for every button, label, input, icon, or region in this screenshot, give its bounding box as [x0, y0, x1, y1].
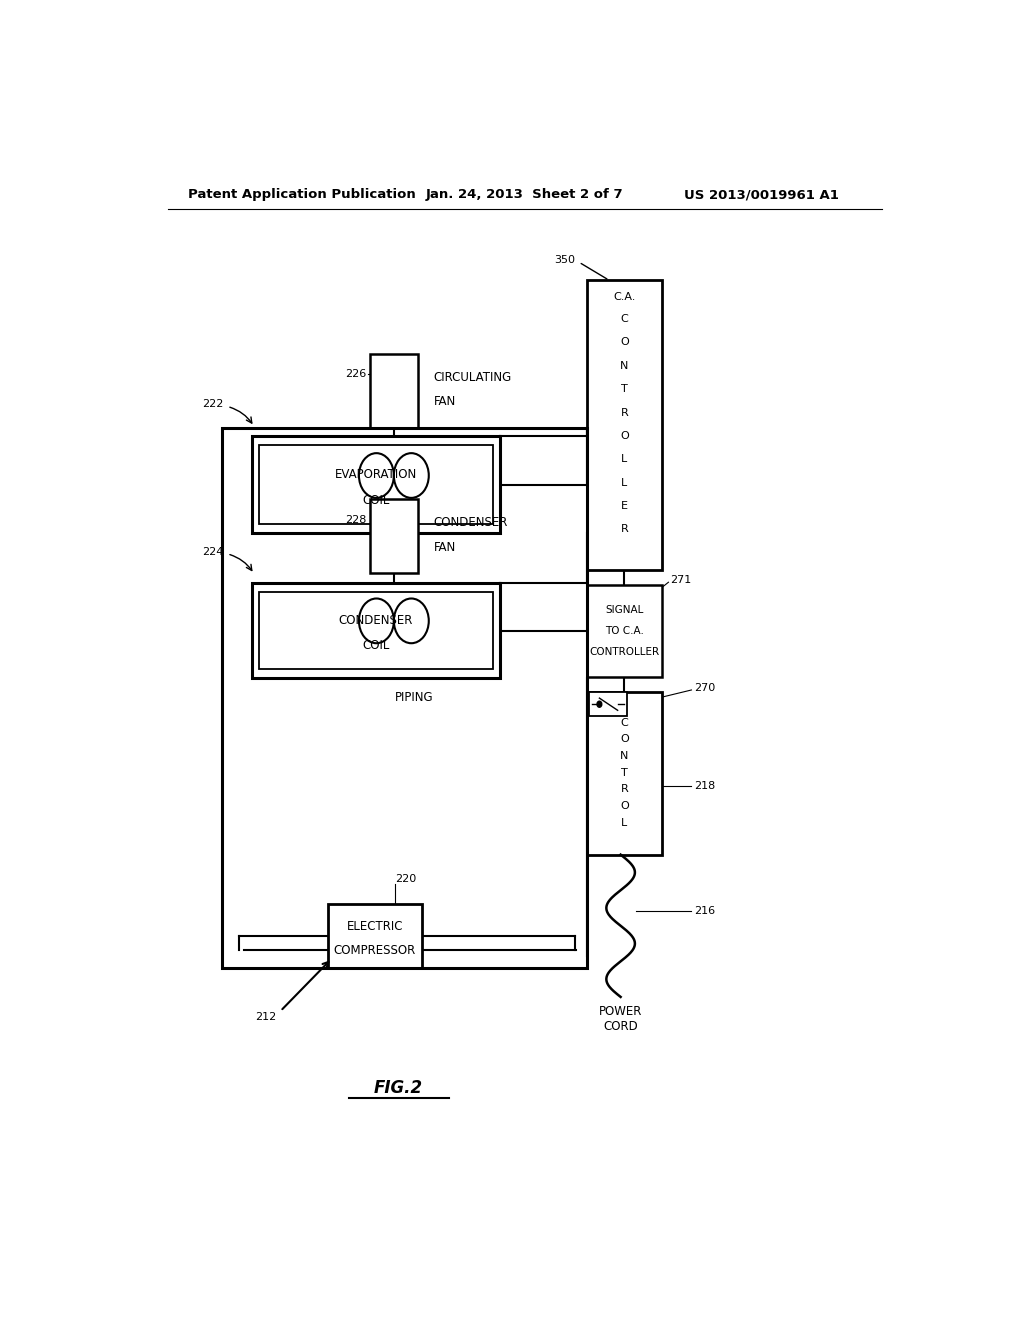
Text: ELECTRIC: ELECTRIC	[346, 920, 403, 933]
Text: C: C	[621, 314, 629, 323]
Text: CIRCULATING: CIRCULATING	[433, 371, 512, 384]
Text: Patent Application Publication: Patent Application Publication	[187, 189, 416, 202]
Bar	[589, 692, 627, 717]
Text: 222: 222	[202, 400, 223, 409]
Text: L: L	[622, 817, 628, 828]
Text: CONDENSER: CONDENSER	[339, 614, 414, 627]
Text: COMPRESSOR: COMPRESSOR	[334, 944, 416, 957]
Bar	[587, 585, 663, 677]
Text: 271: 271	[670, 576, 691, 585]
Text: 350: 350	[554, 255, 574, 265]
Bar	[259, 593, 493, 669]
Text: C.A.: C.A.	[613, 292, 636, 302]
Bar	[252, 436, 500, 533]
Text: EVAPORATION: EVAPORATION	[335, 467, 417, 480]
Text: O: O	[620, 801, 629, 810]
Text: COIL: COIL	[362, 639, 390, 652]
Text: 218: 218	[694, 781, 715, 791]
Bar	[587, 692, 663, 854]
Text: 216: 216	[694, 906, 715, 916]
Bar	[587, 280, 663, 570]
Text: COIL: COIL	[362, 494, 390, 507]
Text: TO C.A.: TO C.A.	[605, 626, 644, 636]
Bar	[252, 583, 500, 677]
Text: T: T	[621, 768, 628, 777]
Bar	[370, 499, 418, 573]
Text: FIG.2: FIG.2	[374, 1080, 422, 1097]
Text: SIGNAL: SIGNAL	[605, 605, 644, 615]
Text: 270: 270	[694, 682, 715, 693]
Text: Jan. 24, 2013  Sheet 2 of 7: Jan. 24, 2013 Sheet 2 of 7	[426, 189, 624, 202]
Text: 212: 212	[255, 1012, 276, 1022]
Text: 226: 226	[345, 370, 367, 379]
Text: PIPING: PIPING	[394, 690, 433, 704]
Text: E: E	[621, 502, 628, 511]
Bar	[328, 904, 422, 969]
Circle shape	[597, 701, 602, 708]
Text: R: R	[621, 784, 629, 795]
Bar	[259, 445, 493, 524]
Text: O: O	[620, 430, 629, 441]
Text: CONDENSER: CONDENSER	[433, 516, 508, 529]
Text: R: R	[621, 524, 629, 535]
Text: N: N	[621, 360, 629, 371]
Bar	[221, 428, 587, 969]
Text: 220: 220	[395, 874, 417, 884]
Text: L: L	[622, 478, 628, 487]
Text: N: N	[621, 751, 629, 760]
Text: T: T	[621, 384, 628, 395]
Text: L: L	[622, 454, 628, 465]
Text: FAN: FAN	[433, 541, 456, 553]
Text: POWER
CORD: POWER CORD	[599, 1006, 642, 1034]
Text: R: R	[621, 408, 629, 417]
Text: 224: 224	[202, 546, 223, 557]
Text: C: C	[621, 718, 629, 727]
Text: CONTROLLER: CONTROLLER	[590, 647, 659, 657]
Text: O: O	[620, 338, 629, 347]
Bar	[370, 354, 418, 428]
Text: 228: 228	[345, 515, 367, 524]
Text: FAN: FAN	[433, 395, 456, 408]
Text: O: O	[620, 734, 629, 744]
Text: US 2013/0019961 A1: US 2013/0019961 A1	[684, 189, 839, 202]
